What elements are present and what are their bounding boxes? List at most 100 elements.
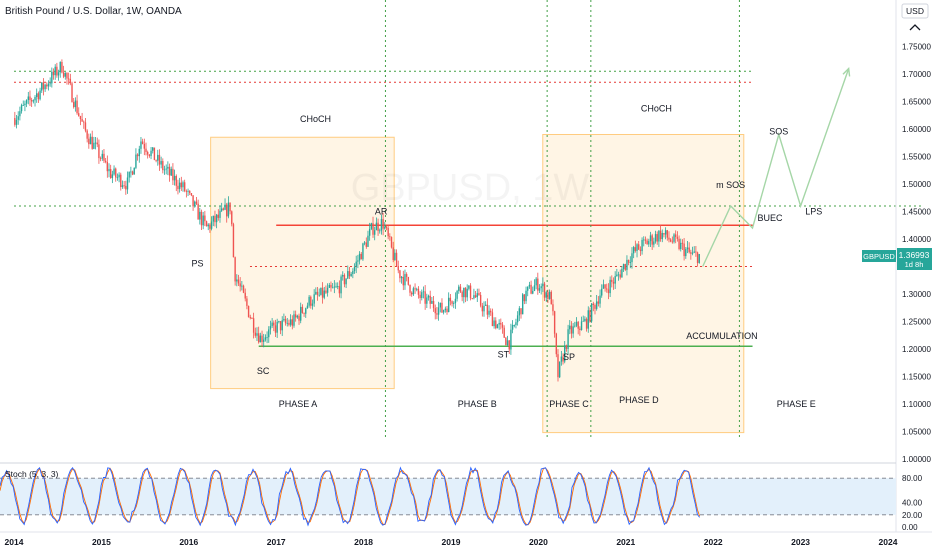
candle-body <box>293 314 295 326</box>
candle-body <box>200 211 203 226</box>
annotation-label[interactable]: PHASE E <box>777 399 816 409</box>
candle-body <box>36 93 38 98</box>
tag-symbol: GBPUSD <box>863 252 895 261</box>
candle-body <box>183 182 186 191</box>
candle-body <box>212 215 214 222</box>
candle-body <box>658 230 660 242</box>
annotation-label[interactable]: PHASE B <box>458 399 497 409</box>
candle-body <box>471 298 473 299</box>
candle-body <box>463 287 465 298</box>
price-axis[interactable]: 1.75000 1.70000 1.65000 1.60000 1.55000 1.500… <box>902 43 931 465</box>
annotation-label[interactable]: SOS <box>769 127 788 137</box>
candle-body <box>347 271 349 279</box>
candle-body <box>654 234 657 242</box>
candle-body <box>316 291 319 295</box>
candle-body <box>74 100 77 108</box>
candle-body <box>624 264 626 270</box>
stoch-d-line <box>0 467 701 526</box>
candle-body <box>669 239 672 242</box>
candle-body <box>185 190 188 192</box>
annotation-label[interactable]: SC <box>257 366 270 376</box>
candle-body <box>170 168 172 176</box>
candle-body <box>547 292 549 299</box>
candle-body <box>189 190 191 194</box>
annotation-label[interactable]: PHASE A <box>279 399 318 409</box>
candle-body <box>362 243 364 260</box>
candle-body <box>555 333 558 355</box>
candle-body <box>148 154 151 156</box>
candle-body <box>326 287 329 293</box>
candle-body <box>437 307 440 315</box>
candle-body <box>575 321 578 326</box>
candle-body <box>195 201 198 204</box>
phase-box-2[interactable] <box>542 134 745 434</box>
candle-body <box>641 239 643 252</box>
annotation-label[interactable]: PHASE C <box>549 399 589 409</box>
candle-body <box>456 290 458 299</box>
candle-body <box>643 239 645 241</box>
annotation-label[interactable]: m SOS <box>716 180 745 190</box>
candle-body <box>678 238 680 249</box>
candle-body <box>51 71 53 84</box>
candle-body <box>24 103 26 106</box>
candle-body <box>491 312 494 327</box>
time-axis[interactable]: 2014 2015 2016 2017 2018 2019 2020 2021 2022 2023… <box>5 537 898 547</box>
candle-body <box>19 111 21 117</box>
candle-body <box>599 295 601 304</box>
candle-body <box>695 251 697 253</box>
time-tick-label: 2023 <box>791 537 810 547</box>
annotation-label[interactable]: SP <box>563 352 575 362</box>
annotation-label[interactable]: LPS <box>805 206 822 216</box>
candle-body <box>410 292 413 295</box>
projection-line[interactable] <box>702 68 850 267</box>
candle-body <box>459 286 462 292</box>
collapse-icon[interactable] <box>906 21 924 35</box>
annotation-label[interactable]: ST <box>498 349 510 359</box>
annotation-label[interactable]: CHoCH <box>300 114 331 124</box>
candle-body <box>661 232 663 240</box>
candle-body <box>310 296 312 306</box>
candle-body <box>106 161 109 172</box>
candle-body <box>634 247 637 251</box>
annotation-label[interactable]: PS <box>192 259 204 269</box>
candle-body <box>300 306 302 321</box>
annotation-label[interactable]: CHoCH <box>641 103 672 113</box>
candle-body <box>345 278 347 285</box>
candle-body <box>505 337 507 346</box>
candle-body <box>639 249 642 252</box>
watermark: GBPUSD, 1W <box>351 167 590 209</box>
price-tick-label: 1.60000 <box>902 125 931 134</box>
candle-body <box>585 318 588 329</box>
candle-body <box>602 284 605 289</box>
annotation-label[interactable]: PHASE D <box>619 395 659 405</box>
candle-body <box>296 315 299 318</box>
candle-body <box>453 303 455 304</box>
candle-body <box>653 241 655 245</box>
candle-body <box>172 168 174 181</box>
candle-body <box>478 293 480 295</box>
annotation-label[interactable]: AR <box>375 206 388 216</box>
time-tick-label: 2018 <box>354 537 373 547</box>
time-tick-label: 2017 <box>267 537 286 547</box>
candle-body <box>379 230 381 232</box>
candle-body <box>533 285 536 291</box>
candle-body <box>120 174 122 187</box>
candle-body <box>696 252 699 263</box>
candle-body <box>157 154 159 161</box>
candle-body <box>469 285 472 299</box>
candle-body <box>691 252 694 254</box>
candle-body <box>488 310 490 315</box>
time-tick-label: 2015 <box>92 537 111 547</box>
candle-body <box>306 305 309 309</box>
candle-body <box>239 283 241 287</box>
annotation-label[interactable]: BUEC <box>758 213 784 223</box>
candle-body <box>663 232 665 235</box>
candle-body <box>146 151 149 155</box>
currency-label[interactable]: USD <box>901 3 929 19</box>
candle-body <box>537 278 539 291</box>
candle-body <box>422 291 425 293</box>
candle-body <box>42 82 45 90</box>
stoch-pane: 80.00 40.00 20.00 0.00 <box>0 466 923 532</box>
annotation-label[interactable]: ACCUMULATION <box>686 331 757 341</box>
